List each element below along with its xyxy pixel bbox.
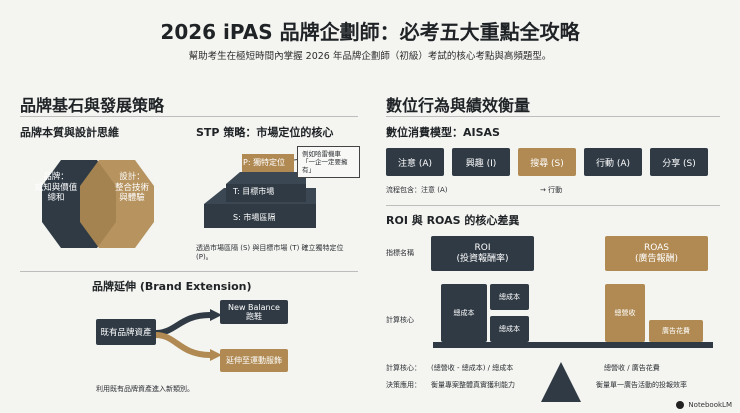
notebooklm-icon	[676, 401, 685, 409]
aisas-note-right: → 行動	[540, 186, 563, 194]
notebooklm-label: NotebookLM	[688, 401, 732, 409]
stp-t-label: T: 目標市場	[233, 187, 275, 196]
aisas-step-attention: 注意 (A)	[386, 148, 444, 176]
left-section-divider	[20, 116, 358, 117]
stp-caption: 透過市場區隔 (S) 與目標市場 (T) 確立獨特定位 (P)。	[196, 244, 344, 262]
brand-asset-box: 既有品牌資產	[96, 319, 156, 345]
aisas-step-action: 行動 (A)	[584, 148, 642, 176]
roi-header: ROI (投資報酬率)	[431, 236, 534, 271]
roi-row-formula: 計算核心：	[386, 364, 421, 372]
design-octagon	[80, 160, 154, 248]
stp-callout: 例如哈雷機車 「一企一定要擁有」	[297, 146, 360, 179]
stp-p-label: P: 獨特定位	[243, 158, 286, 167]
roas-formula-text: 總營收 / 廣告花費	[604, 364, 660, 372]
design-circle-text: 設計： 整合技術 與體驗	[114, 172, 149, 204]
page-title: 2026 iPAS 品牌企劃師：必考五大重點全攻略	[160, 20, 580, 44]
brand-extension-arrows	[155, 305, 226, 365]
roi-formula-text: (總營收 - 總成本) / 總成本	[431, 364, 514, 372]
new-balance-box: New Balance 跑鞋	[220, 300, 288, 324]
stp-title: STP 策略：市場定位的核心	[196, 126, 334, 139]
right-section-title: 數位行為與績效衡量	[386, 96, 531, 115]
aisas-step-share: 分享 (S)	[650, 148, 708, 176]
roas-header: ROAS (廣告報酬)	[605, 236, 708, 271]
balance-diagram	[433, 342, 713, 402]
stp-s-label: S: 市場區隔	[233, 213, 276, 222]
right-section-divider	[386, 116, 720, 117]
roas-decision-text: 衡量單一廣告活動的投報效率	[596, 381, 687, 389]
page-subtitle: 幫助考生在極短時間內掌握 2026 年品牌企劃師（初級）考試的核心考點與高頻題型…	[188, 51, 552, 62]
aisas-title: 數位消費模型：AISAS	[386, 126, 500, 139]
left-section-title: 品牌基石與發展策略	[20, 96, 165, 115]
left-inner-divider	[20, 271, 358, 272]
brand-extension-title: 品牌延伸 (Brand Extension)	[92, 280, 252, 293]
sportswear-box: 延伸至運動服飾	[220, 349, 288, 372]
roi-total-cost-large: 總成本	[441, 284, 487, 342]
aisas-note-left: 流程包含：注意 (A)	[386, 186, 448, 194]
roi-row-decision: 決策應用：	[386, 381, 421, 389]
brand-essence-title: 品牌本質與設計思維	[20, 126, 119, 139]
venn-diagram	[18, 144, 178, 264]
brand-circle-text: 品牌： 威知與價值 總和	[34, 172, 78, 204]
roi-row-calc: 計算核心	[386, 316, 414, 324]
roi-total-cost-top: 總成本	[490, 284, 529, 310]
roi-decision-text: 衡量專案整體真實獲利能力	[431, 381, 515, 389]
roas-total-revenue: 總營收	[605, 284, 645, 342]
aisas-step-interest: 興趣 (I)	[452, 148, 510, 176]
brand-extension-caption: 利用既有品牌資產進入新類別。	[96, 385, 194, 393]
right-inner-divider	[386, 205, 720, 206]
roas-ad-spend: 廣告花費	[649, 320, 703, 342]
roi-total-cost-bottom: 總成本	[490, 316, 529, 342]
roi-title: ROI 與 ROAS 的核心差異	[386, 214, 520, 227]
notebooklm-badge: NotebookLM	[676, 401, 732, 409]
aisas-step-search: 搜尋 (S)	[518, 148, 576, 176]
roi-row-indicator: 指標名稱	[386, 249, 414, 257]
